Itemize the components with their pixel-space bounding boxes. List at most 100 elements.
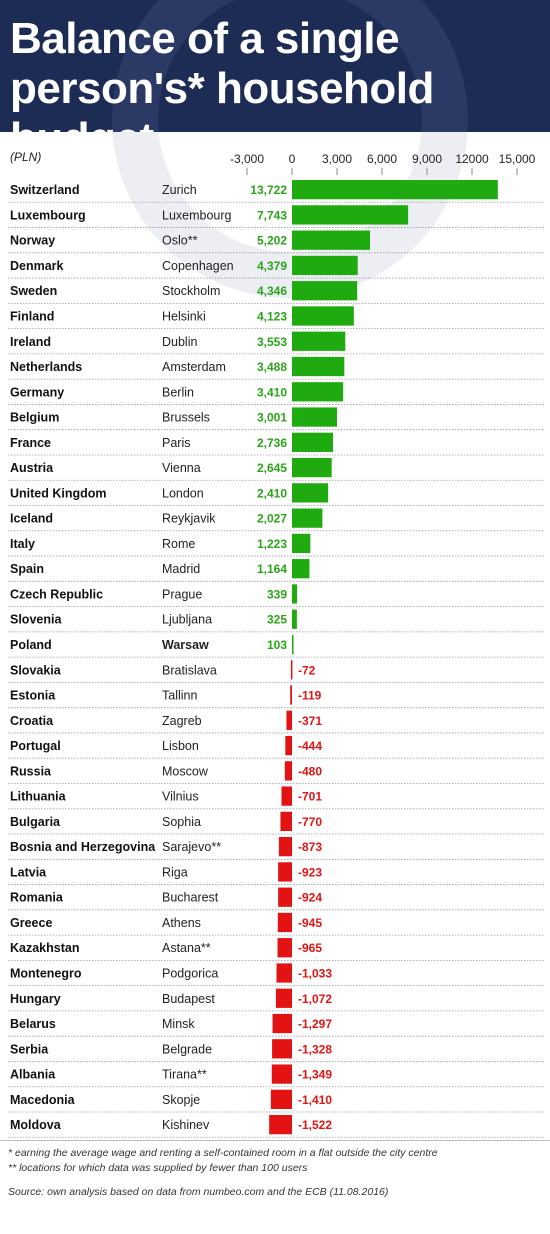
city-label: Luxembourg [162, 208, 232, 222]
country-label: Slovakia [10, 663, 62, 677]
bar [272, 1039, 292, 1058]
budget-balance-bar-chart: -3,00003,0006,0009,0001200015,000Switzer… [0, 0, 550, 1140]
city-label: Rome [162, 537, 195, 551]
bar [292, 407, 337, 426]
bar [273, 1014, 292, 1033]
bar [292, 180, 498, 199]
city-label: Astana** [162, 941, 211, 955]
x-tick-label: 0 [289, 152, 296, 166]
country-label: Estonia [10, 689, 56, 703]
country-label: Austria [10, 461, 54, 475]
value-label: -119 [298, 689, 322, 703]
value-label: 2,645 [257, 461, 287, 475]
value-label: 339 [267, 587, 287, 601]
city-label: Paris [162, 436, 190, 450]
value-label: 103 [267, 638, 287, 652]
bar [292, 483, 328, 502]
bar [277, 963, 292, 982]
value-label: -72 [298, 663, 316, 677]
bar [292, 433, 333, 452]
value-label: -1,072 [298, 992, 332, 1006]
bar [278, 888, 292, 907]
city-label: Tallinn [162, 689, 197, 703]
bar [292, 610, 297, 629]
bar [292, 559, 309, 578]
city-label: Helsinki [162, 309, 206, 323]
city-label: Oslo** [162, 234, 198, 248]
value-label: 2,027 [257, 512, 287, 526]
bar [292, 534, 310, 553]
value-label: 3,001 [257, 411, 287, 425]
country-label: Switzerland [10, 183, 79, 197]
country-label: Poland [10, 638, 52, 652]
value-label: 325 [267, 613, 287, 627]
city-label: Skopje [162, 1093, 200, 1107]
city-label: London [162, 486, 204, 500]
value-label: -924 [298, 891, 322, 905]
country-label: Croatia [10, 714, 54, 728]
bar [281, 786, 292, 805]
country-label: Belarus [10, 1017, 56, 1031]
bar [278, 938, 292, 957]
city-label: Moscow [162, 764, 209, 778]
footer-divider [0, 1140, 550, 1141]
bar [292, 509, 322, 528]
city-label: Sarajevo** [162, 840, 221, 854]
x-tick-label: 15,000 [499, 152, 536, 166]
bar [292, 281, 357, 300]
country-label: Czech Republic [10, 587, 103, 601]
bar [292, 256, 358, 275]
country-label: Norway [10, 234, 55, 248]
value-label: 4,123 [257, 309, 287, 323]
value-label: -1,297 [298, 1017, 332, 1031]
city-label: Budapest [162, 992, 215, 1006]
city-label: Dublin [162, 335, 197, 349]
value-label: 5,202 [257, 234, 287, 248]
city-label: Warsaw [162, 638, 209, 652]
bar [279, 837, 292, 856]
country-label: Bulgaria [10, 815, 61, 829]
city-label: Minsk [162, 1017, 195, 1031]
value-label: 2,736 [257, 436, 287, 450]
city-label: Sophia [162, 815, 201, 829]
country-label: Luxembourg [10, 208, 86, 222]
value-label: -873 [298, 840, 322, 854]
value-label: -480 [298, 764, 322, 778]
bar [271, 1090, 292, 1109]
city-label: Ljubljana [162, 613, 212, 627]
bar [286, 711, 292, 730]
bar [276, 989, 292, 1008]
value-label: -1,349 [298, 1068, 332, 1082]
bar [278, 862, 292, 881]
country-label: Montenegro [10, 967, 82, 981]
bar [292, 458, 332, 477]
country-label: United Kingdom [10, 486, 107, 500]
country-label: Albania [10, 1068, 56, 1082]
city-label: Bratislava [162, 663, 217, 677]
city-label: Prague [162, 587, 202, 601]
country-label: Macedonia [10, 1093, 76, 1107]
city-label: Kishinev [162, 1118, 210, 1132]
country-label: Belgium [10, 411, 59, 425]
value-label: -701 [298, 790, 322, 804]
country-label: Greece [10, 916, 52, 930]
country-label: Netherlands [10, 360, 82, 374]
city-label: Amsterdam [162, 360, 226, 374]
country-label: France [10, 436, 51, 450]
bar [291, 660, 293, 679]
value-label: 3,410 [257, 385, 287, 399]
value-label: -1,522 [298, 1118, 332, 1132]
country-label: Sweden [10, 284, 57, 298]
bar [292, 332, 345, 351]
bar [290, 685, 292, 704]
country-label: Italy [10, 537, 35, 551]
country-label: Bosnia and Herzegovina [10, 840, 156, 854]
value-label: 3,553 [257, 335, 287, 349]
city-label: Bucharest [162, 891, 219, 905]
country-label: Hungary [10, 992, 61, 1006]
country-label: Kazakhstan [10, 941, 79, 955]
bar [292, 635, 294, 654]
city-label: Zagreb [162, 714, 202, 728]
country-label: Russia [10, 764, 52, 778]
value-label: 4,379 [257, 259, 287, 273]
